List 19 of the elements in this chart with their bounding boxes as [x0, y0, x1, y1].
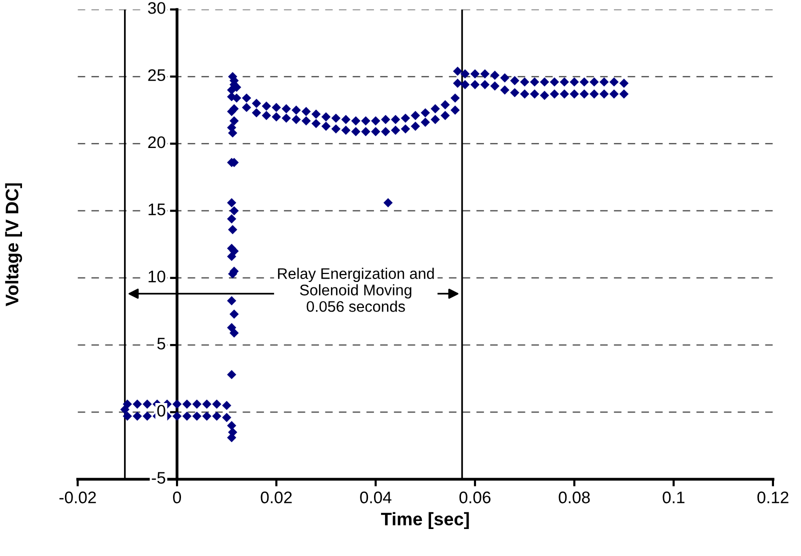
- y-tick-label: 30: [148, 2, 166, 14]
- x-tick-label: 0.04: [360, 492, 392, 504]
- x-tick-label: 0.12: [757, 492, 788, 504]
- x-tick-label: -0.02: [59, 492, 96, 504]
- x-tick-label: 0: [173, 492, 182, 504]
- y-axis-title: Voltage [V DC]: [5, 183, 22, 306]
- x-tick-label: 0.1: [662, 492, 684, 504]
- y-tick-label: 5: [157, 338, 166, 350]
- x-tick-label: 0.08: [558, 492, 590, 504]
- x-tick-label: 0.06: [459, 492, 490, 504]
- x-axis-title: Time [sec]: [381, 512, 469, 529]
- y-tick-label: 10: [148, 270, 166, 282]
- y-tick-label: 15: [148, 204, 166, 216]
- y-tick-label: 25: [148, 69, 166, 82]
- y-tick-label: -5: [152, 472, 166, 484]
- annotation: Relay Energization and Solenoid Moving 0.056 seconds: [278, 268, 434, 312]
- x-tick-label: 0.02: [260, 492, 292, 504]
- y-tick-label: 20: [148, 136, 166, 148]
- y-tick-label: 0: [157, 404, 166, 417]
